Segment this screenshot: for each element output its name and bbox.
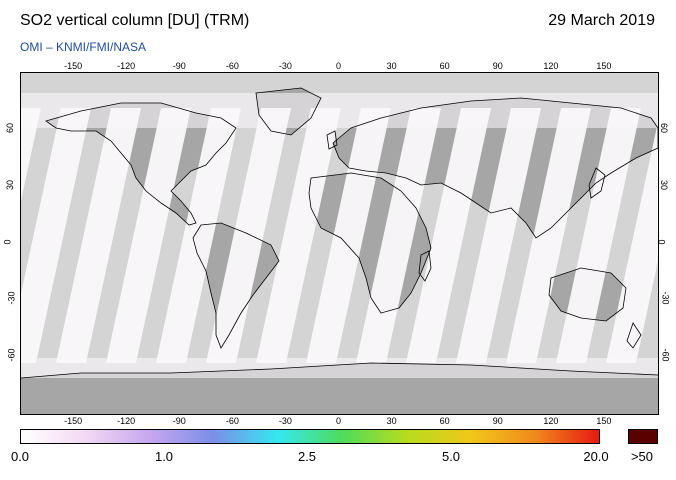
bottom-lon-tick: 90 (492, 416, 503, 426)
north-america (46, 103, 236, 225)
data-credit: OMI – KNMI/FMI/NASA (20, 40, 147, 54)
bottom-lon-tick: 120 (543, 416, 559, 426)
swath-band (156, 108, 241, 363)
bottom-lon-tick: -90 (172, 416, 186, 426)
swath-band (456, 108, 541, 363)
left-lat-tick: -30 (6, 291, 17, 305)
right-lat-tick: 60 (659, 122, 670, 133)
coast-africa (308, 172, 432, 314)
bottom-lon-tick: -60 (225, 416, 239, 426)
right-lat-tick: 30 (659, 179, 670, 190)
top-lon-tick: -150 (64, 61, 83, 71)
swath-band (21, 108, 41, 201)
swath-band (556, 108, 641, 363)
right-lat-tick: -60 (660, 348, 671, 362)
swath-band (356, 108, 441, 363)
swath-band (56, 108, 141, 363)
colorbar-label: 2.5 (297, 449, 317, 464)
swath-band (406, 108, 491, 363)
bottom-lon-tick: 30 (386, 416, 397, 426)
coast-antarctica (21, 362, 658, 379)
coast-australia (548, 267, 627, 322)
coast-japan (588, 167, 606, 199)
left-lat-tick: 30 (5, 179, 16, 190)
colorbar-label: 1.0 (154, 449, 174, 464)
swath-band (106, 108, 191, 363)
bottom-lon-tick: 60 (439, 416, 450, 426)
world-map (20, 72, 659, 415)
swath-band (506, 108, 591, 363)
bottom-lon-tick: -30 (278, 416, 292, 426)
bottom-lon-tick: -150 (64, 416, 83, 426)
map-canvas (21, 73, 658, 414)
coast-greenland (255, 87, 322, 136)
left-lat-tick: -60 (6, 348, 17, 362)
top-lon-tick: -60 (225, 61, 239, 71)
swath-band (256, 108, 341, 363)
top-lon-tick: -30 (278, 61, 292, 71)
coast-new-zealand (626, 322, 642, 349)
bottom-lon-tick: -120 (117, 416, 136, 426)
colorbar-label: 20.0 (583, 449, 609, 464)
colorbar (20, 429, 600, 444)
colorbar-overflow-swatch (628, 429, 658, 444)
swath-band (21, 358, 658, 378)
swath-band (21, 108, 91, 363)
bottom-lon-tick: 0 (335, 416, 342, 426)
map-date: 29 March 2019 (548, 12, 655, 29)
right-lat-tick: -30 (660, 291, 671, 305)
top-lon-tick: -90 (172, 61, 186, 71)
bottom-lon-tick: 150 (596, 416, 612, 426)
top-lon-tick: -120 (117, 61, 136, 71)
swath-band (206, 108, 291, 363)
colorbar-label: 0.0 (10, 449, 30, 464)
map-title: SO2 vertical column [DU] (TRM) (20, 12, 250, 29)
coast-north-america (45, 102, 237, 226)
coast-eurasia (332, 97, 658, 239)
swath-band (21, 93, 658, 128)
colorbar-label: 5.0 (441, 449, 461, 464)
left-lat-tick: 0 (2, 238, 13, 245)
top-lon-tick: 90 (492, 61, 503, 71)
coastlines (21, 87, 658, 379)
coast-madagascar (418, 250, 432, 282)
top-lon-tick: 0 (335, 61, 342, 71)
coast-uk (326, 130, 338, 150)
top-lon-tick: 120 (543, 61, 559, 71)
coast-south-america (192, 222, 280, 349)
top-lon-tick: 150 (596, 61, 612, 71)
left-lat-tick: 60 (5, 122, 16, 133)
top-lon-tick: 30 (386, 61, 397, 71)
top-lon-tick: 60 (439, 61, 450, 71)
colorbar-overflow-label: >50 (630, 449, 654, 464)
